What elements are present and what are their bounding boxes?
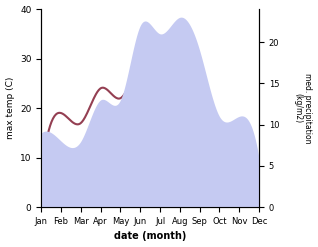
X-axis label: date (month): date (month) — [114, 231, 186, 242]
Y-axis label: med. precipitation
(kg/m2): med. precipitation (kg/m2) — [293, 73, 313, 143]
Y-axis label: max temp (C): max temp (C) — [5, 77, 15, 139]
